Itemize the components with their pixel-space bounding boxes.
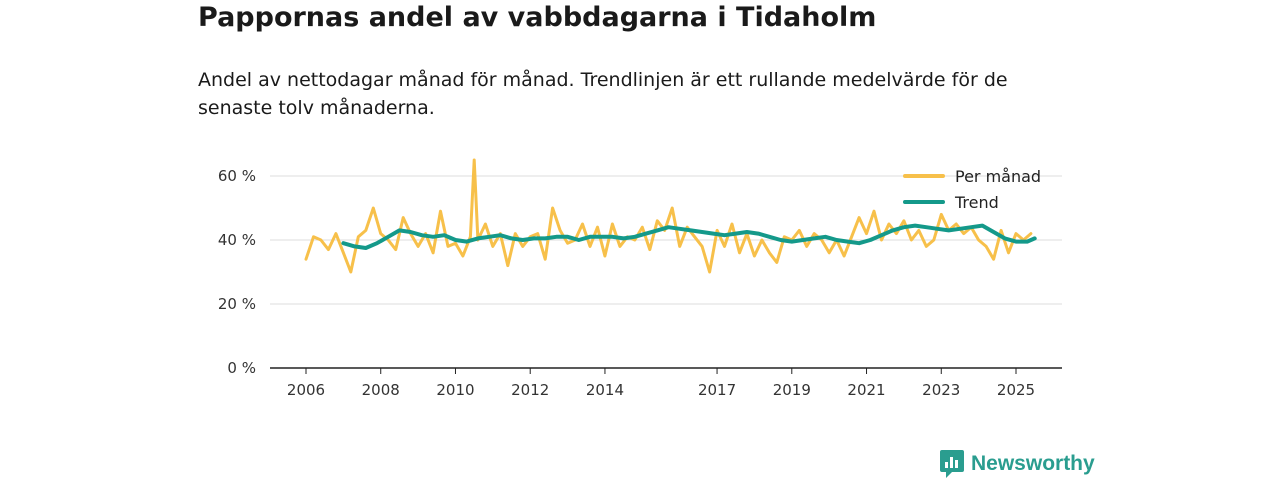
x-tick-label: 2019	[773, 381, 811, 399]
legend-label: Per månad	[955, 167, 1041, 186]
series-line-trend	[341, 223, 1037, 250]
x-tick-label: 2010	[436, 381, 474, 399]
chart-title: Pappornas andel av vabbdagarna i Tidahol…	[198, 2, 877, 33]
series-line-per-manad	[304, 158, 1033, 274]
legend: Per månad Trend	[903, 167, 1041, 212]
newsworthy-icon	[940, 450, 964, 478]
y-axis: 0 % 20 % 40 % 60 %	[218, 167, 256, 377]
series-lines	[304, 158, 1037, 274]
x-tick-label: 2021	[847, 381, 885, 399]
x-tick-label: 2023	[922, 381, 960, 399]
y-tick-label: 60 %	[218, 167, 256, 185]
x-axis: 2006 2008 2010 2012 2014 2017 2019 2021 2023 2025	[270, 367, 1062, 399]
y-tick-label: 20 %	[218, 295, 256, 313]
x-tick-label: 2008	[362, 381, 400, 399]
x-tick-label: 2012	[511, 381, 549, 399]
y-tick-label: 40 %	[218, 231, 256, 249]
x-tick-label: 2006	[287, 381, 325, 399]
x-tick-label: 2017	[698, 381, 736, 399]
chart-subtitle: Andel av nettodagar månad för månad. Tre…	[198, 69, 1008, 119]
newsworthy-logo[interactable]: Newsworthy	[940, 450, 1095, 478]
x-tick-label: 2014	[586, 381, 624, 399]
brand-name: Newsworthy	[971, 452, 1095, 475]
x-tick-label: 2025	[997, 381, 1035, 399]
legend-label: Trend	[954, 193, 999, 212]
y-tick-label: 0 %	[227, 359, 256, 377]
